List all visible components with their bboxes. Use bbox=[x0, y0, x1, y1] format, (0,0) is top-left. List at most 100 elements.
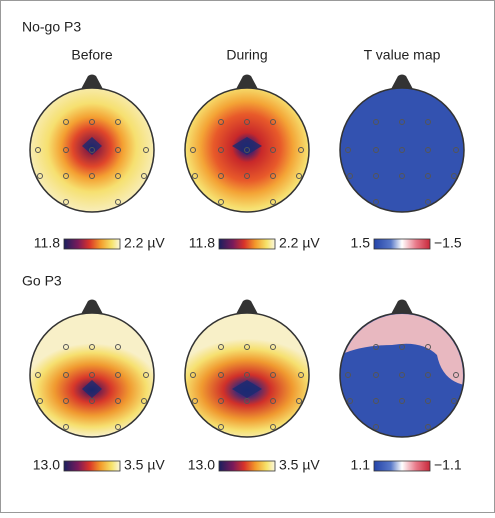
electrode bbox=[218, 147, 224, 153]
head bbox=[339, 87, 465, 213]
electrode bbox=[298, 147, 304, 153]
electrode bbox=[425, 344, 431, 350]
electrode bbox=[192, 398, 198, 404]
electrode bbox=[244, 147, 250, 153]
electrode bbox=[347, 173, 353, 179]
electrode bbox=[218, 344, 224, 350]
scale-min: 1.5 bbox=[351, 235, 371, 251]
scale-min: 11.8 bbox=[34, 235, 60, 251]
electrode bbox=[244, 173, 250, 179]
head bbox=[29, 312, 155, 438]
electrode bbox=[35, 372, 41, 378]
electrode bbox=[373, 372, 379, 378]
electrode bbox=[399, 398, 405, 404]
electrode bbox=[373, 147, 379, 153]
electrode bbox=[115, 424, 121, 430]
electrode bbox=[89, 173, 95, 179]
electrode bbox=[115, 119, 121, 125]
electrode bbox=[218, 173, 224, 179]
map-title: During bbox=[226, 47, 267, 63]
electrode bbox=[218, 199, 224, 205]
electrode bbox=[115, 147, 121, 153]
electrode bbox=[425, 424, 431, 430]
electrode bbox=[373, 424, 379, 430]
electrode bbox=[89, 398, 95, 404]
electrode bbox=[141, 173, 147, 179]
head bbox=[184, 312, 310, 438]
electrode bbox=[345, 372, 351, 378]
colorbar bbox=[373, 460, 431, 472]
electrode bbox=[63, 199, 69, 205]
electrode bbox=[270, 344, 276, 350]
electrode bbox=[63, 424, 69, 430]
electrode bbox=[218, 424, 224, 430]
electrode bbox=[270, 119, 276, 125]
electrode bbox=[143, 372, 149, 378]
electrode bbox=[270, 398, 276, 404]
topo-map bbox=[184, 74, 310, 213]
electrode bbox=[451, 398, 457, 404]
electrode bbox=[399, 147, 405, 153]
electrode bbox=[425, 372, 431, 378]
electrode bbox=[218, 119, 224, 125]
topo-map bbox=[339, 299, 465, 438]
electrode bbox=[425, 173, 431, 179]
electrode bbox=[63, 344, 69, 350]
electrode bbox=[63, 147, 69, 153]
peak bbox=[232, 137, 262, 155]
electrode bbox=[143, 147, 149, 153]
electrode bbox=[89, 372, 95, 378]
electrode bbox=[37, 173, 43, 179]
electrode bbox=[451, 173, 457, 179]
scale-max: 2.2 µV bbox=[279, 235, 320, 251]
electrode bbox=[141, 398, 147, 404]
positive-region bbox=[341, 314, 463, 385]
scale-min: 11.8 bbox=[189, 235, 215, 251]
electrode bbox=[399, 344, 405, 350]
electrode bbox=[63, 372, 69, 378]
colorbar bbox=[373, 238, 431, 250]
electrode bbox=[270, 199, 276, 205]
electrode bbox=[192, 173, 198, 179]
peak bbox=[82, 137, 102, 155]
nose bbox=[80, 74, 104, 91]
nose bbox=[390, 74, 414, 91]
topo-map bbox=[29, 74, 155, 213]
scale-max: 2.2 µV bbox=[124, 235, 165, 251]
electrode bbox=[399, 372, 405, 378]
topo-map bbox=[184, 299, 310, 438]
electrode bbox=[270, 372, 276, 378]
electrode bbox=[453, 372, 459, 378]
electrode bbox=[218, 398, 224, 404]
section-title: Go P3 bbox=[22, 273, 62, 289]
nose bbox=[80, 299, 104, 316]
map-title: T value map bbox=[364, 47, 441, 63]
electrode bbox=[347, 398, 353, 404]
electrode bbox=[373, 173, 379, 179]
colorbar bbox=[63, 238, 121, 250]
electrode bbox=[453, 147, 459, 153]
electrode bbox=[63, 173, 69, 179]
electrode bbox=[296, 398, 302, 404]
nose bbox=[390, 299, 414, 316]
electrode bbox=[115, 173, 121, 179]
electrode bbox=[37, 398, 43, 404]
electrode bbox=[345, 147, 351, 153]
peak bbox=[232, 380, 262, 398]
electrode bbox=[296, 173, 302, 179]
electrode bbox=[270, 424, 276, 430]
electrode bbox=[35, 147, 41, 153]
nose bbox=[235, 74, 259, 91]
colorbar bbox=[218, 460, 276, 472]
electrode bbox=[115, 344, 121, 350]
colorbar bbox=[218, 238, 276, 250]
electrode bbox=[244, 398, 250, 404]
scale-max: 3.5 µV bbox=[279, 457, 320, 473]
scale-min: 1.1 bbox=[351, 457, 371, 473]
scale-max: −1.1 bbox=[434, 457, 462, 473]
electrode bbox=[244, 119, 250, 125]
electrode bbox=[373, 344, 379, 350]
electrode bbox=[115, 398, 121, 404]
topo-map bbox=[339, 74, 465, 213]
electrode bbox=[399, 173, 405, 179]
